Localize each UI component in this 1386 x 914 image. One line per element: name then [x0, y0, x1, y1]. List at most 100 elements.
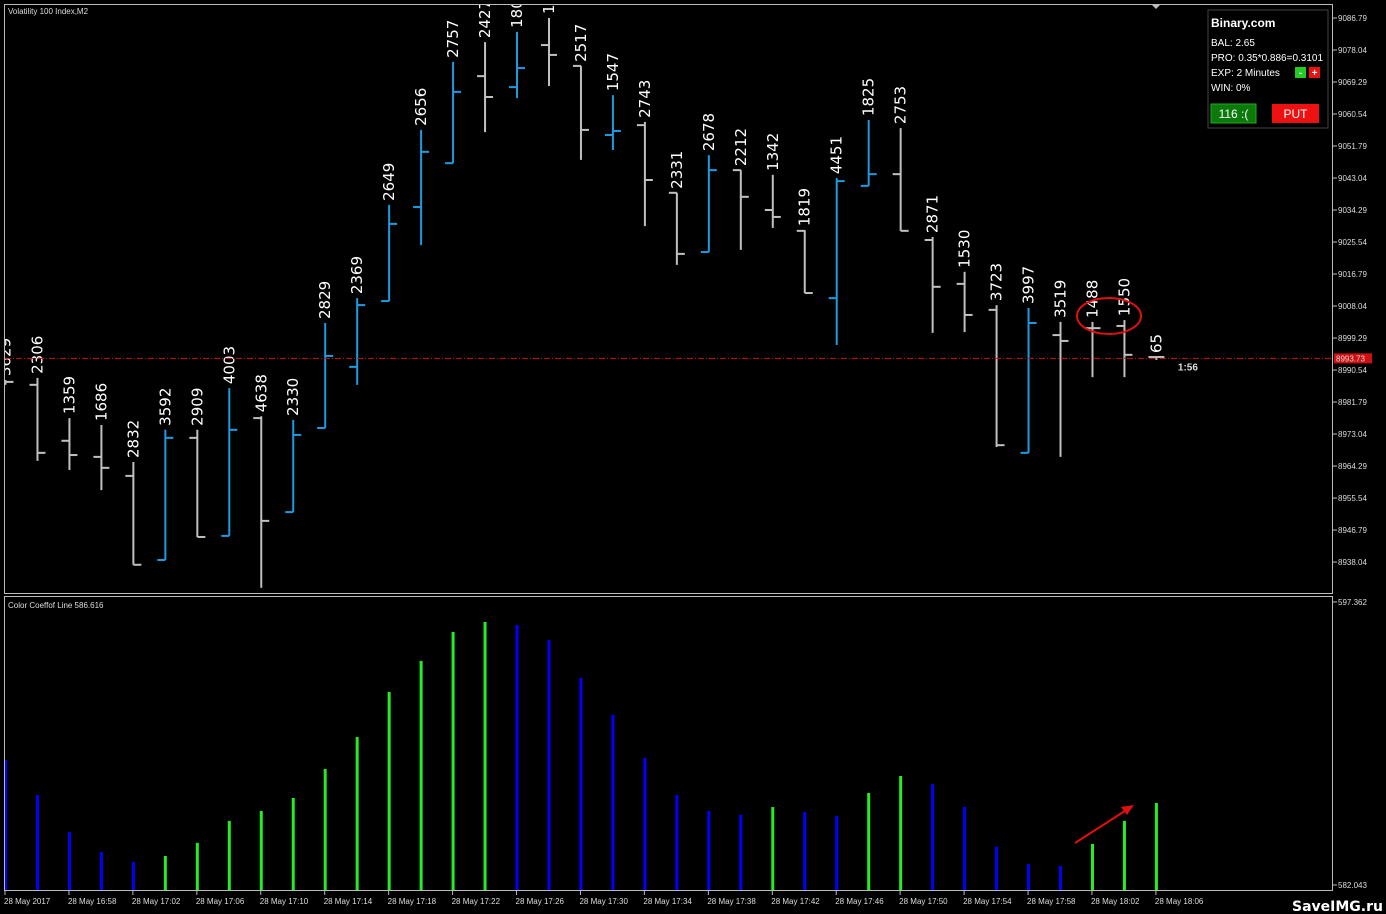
histogram-bar — [1059, 865, 1063, 890]
minus-label[interactable]: - — [1299, 68, 1302, 79]
volume-label: 1530 — [956, 230, 974, 268]
volume-label: 2743 — [636, 80, 654, 118]
histogram-bar — [579, 677, 583, 890]
y-tick-label: 8955.54 — [1338, 494, 1367, 503]
volume-label: 3723 — [988, 263, 1006, 301]
annotation-arrow — [1074, 808, 1129, 844]
y-tick-label: 8938.04 — [1338, 558, 1367, 567]
y-tick-label: 8964.29 — [1338, 462, 1367, 471]
y-tick-label: 9051.79 — [1338, 142, 1367, 151]
y-tick-label: 8990.54 — [1338, 366, 1367, 375]
trade-panel: Binary.com BAL: 2.65 PRO: 0.35*0.886=0.3… — [1207, 9, 1329, 129]
volume-label: 2753 — [892, 86, 910, 124]
volume-label: 2517 — [572, 24, 590, 62]
put-label[interactable]: PUT — [1284, 107, 1309, 121]
x-tick-label: 28 May 17:26 — [516, 897, 565, 906]
x-tick-label: 28 May 18:06 — [1155, 897, 1204, 906]
x-tick-label: 28 May 17:10 — [260, 897, 309, 906]
histogram-bar — [611, 714, 615, 890]
histogram-bar — [99, 851, 103, 890]
volume-label: 2212 — [732, 128, 750, 166]
volume-label: 4003 — [220, 346, 238, 384]
volume-label: 1488 — [1083, 280, 1101, 318]
volume-label: 1359 — [60, 376, 78, 414]
histogram-bar — [451, 631, 455, 890]
y-tick-label: 9086.79 — [1338, 14, 1367, 23]
histogram-bar — [195, 842, 199, 890]
histogram-bar — [419, 660, 423, 890]
countdown: 1:56 — [1178, 362, 1198, 373]
expiry: EXP: 2 Minutes — [1211, 68, 1280, 79]
x-tick-label: 28 May 17:30 — [579, 897, 628, 906]
plus-label[interactable]: + — [1312, 68, 1318, 79]
y-tick-label: 8981.79 — [1338, 398, 1367, 407]
histogram-bar — [1154, 802, 1158, 890]
x-tick-label: 28 May 17:46 — [835, 897, 884, 906]
volume-label: 65 — [1147, 334, 1165, 353]
count-label[interactable]: 116 :( — [1219, 107, 1249, 121]
histogram-bar — [899, 776, 903, 890]
y-tick-label: 8973.04 — [1338, 430, 1367, 439]
x-tick-label: 28 May 2017 — [4, 897, 51, 906]
plus-button[interactable] — [1309, 67, 1320, 78]
volume-label: 180 — [508, 0, 526, 28]
y-tick-label: 9078.04 — [1338, 46, 1367, 55]
x-tick-label: 28 May 17:50 — [899, 897, 948, 906]
histogram-bar — [259, 810, 263, 890]
minus-button[interactable] — [1295, 67, 1306, 78]
volume-label: 1819 — [796, 188, 814, 226]
y-tick-label: 597.362 — [1338, 598, 1367, 607]
histogram-bar — [995, 846, 999, 890]
histogram-bar — [1090, 843, 1094, 890]
volume-label: 2829 — [316, 281, 334, 319]
histogram-bar — [963, 807, 967, 890]
volume-label: 1825 — [860, 78, 878, 116]
histogram-bar — [771, 807, 775, 890]
histogram-bar — [355, 737, 359, 890]
volume-label: 3592 — [156, 388, 174, 426]
indicator-pane-frame — [4, 596, 1333, 891]
arrow-head — [1121, 805, 1134, 815]
x-tick-label: 28 May 17:06 — [196, 897, 245, 906]
volume-label: 3997 — [1020, 266, 1038, 304]
histogram-bar — [227, 820, 231, 890]
histogram-bar — [515, 624, 519, 890]
histogram-bar — [547, 640, 551, 890]
volume-label: 2330 — [284, 378, 302, 416]
current-price-label: 8993.73 — [1336, 354, 1365, 363]
histogram-bar — [931, 783, 935, 890]
volume-label: 1547 — [604, 53, 622, 91]
x-tick-label: 28 May 18:02 — [1091, 897, 1140, 906]
x-tick-label: 28 May 17:42 — [771, 897, 820, 906]
count-button[interactable] — [1210, 103, 1257, 124]
histogram-bar — [707, 810, 711, 890]
y-tick-label: 582.043 — [1338, 881, 1367, 890]
volume-label: 2909 — [188, 388, 206, 426]
volume-label: 2678 — [700, 113, 718, 151]
put-button[interactable] — [1272, 104, 1319, 123]
x-tick-label: 28 May 17:18 — [388, 897, 437, 906]
histogram-bar — [867, 793, 871, 890]
histogram-bar — [803, 812, 807, 890]
win-rate: WIN: 0% — [1211, 83, 1251, 94]
volume-label: 1342 — [764, 133, 782, 171]
volume-label: 2757 — [444, 20, 462, 58]
volume-label: 2306 — [28, 336, 46, 374]
highlight-circle — [1076, 297, 1142, 335]
histogram-bar — [131, 861, 135, 890]
volume-label: 2331 — [668, 151, 686, 189]
x-tick-label: 28 May 17:54 — [963, 897, 1012, 906]
pro: PRO: 0.35*0.886=0.3101 — [1211, 53, 1323, 64]
x-tick-label: 28 May 17:34 — [643, 897, 692, 906]
volume-label: 2427 — [476, 0, 494, 38]
indicator-title: Color Coeffof Line 586.616 — [8, 601, 104, 610]
histogram-bar — [675, 795, 679, 890]
volume-label: 2369 — [348, 256, 366, 294]
volume-label: 2832 — [124, 420, 142, 458]
y-tick-label: 8999.29 — [1338, 334, 1367, 343]
volume-label: 2649 — [380, 163, 398, 201]
volume-label: 4451 — [828, 136, 846, 174]
y-tick-label: 9016.79 — [1338, 270, 1367, 279]
histogram-bar — [4, 759, 7, 890]
